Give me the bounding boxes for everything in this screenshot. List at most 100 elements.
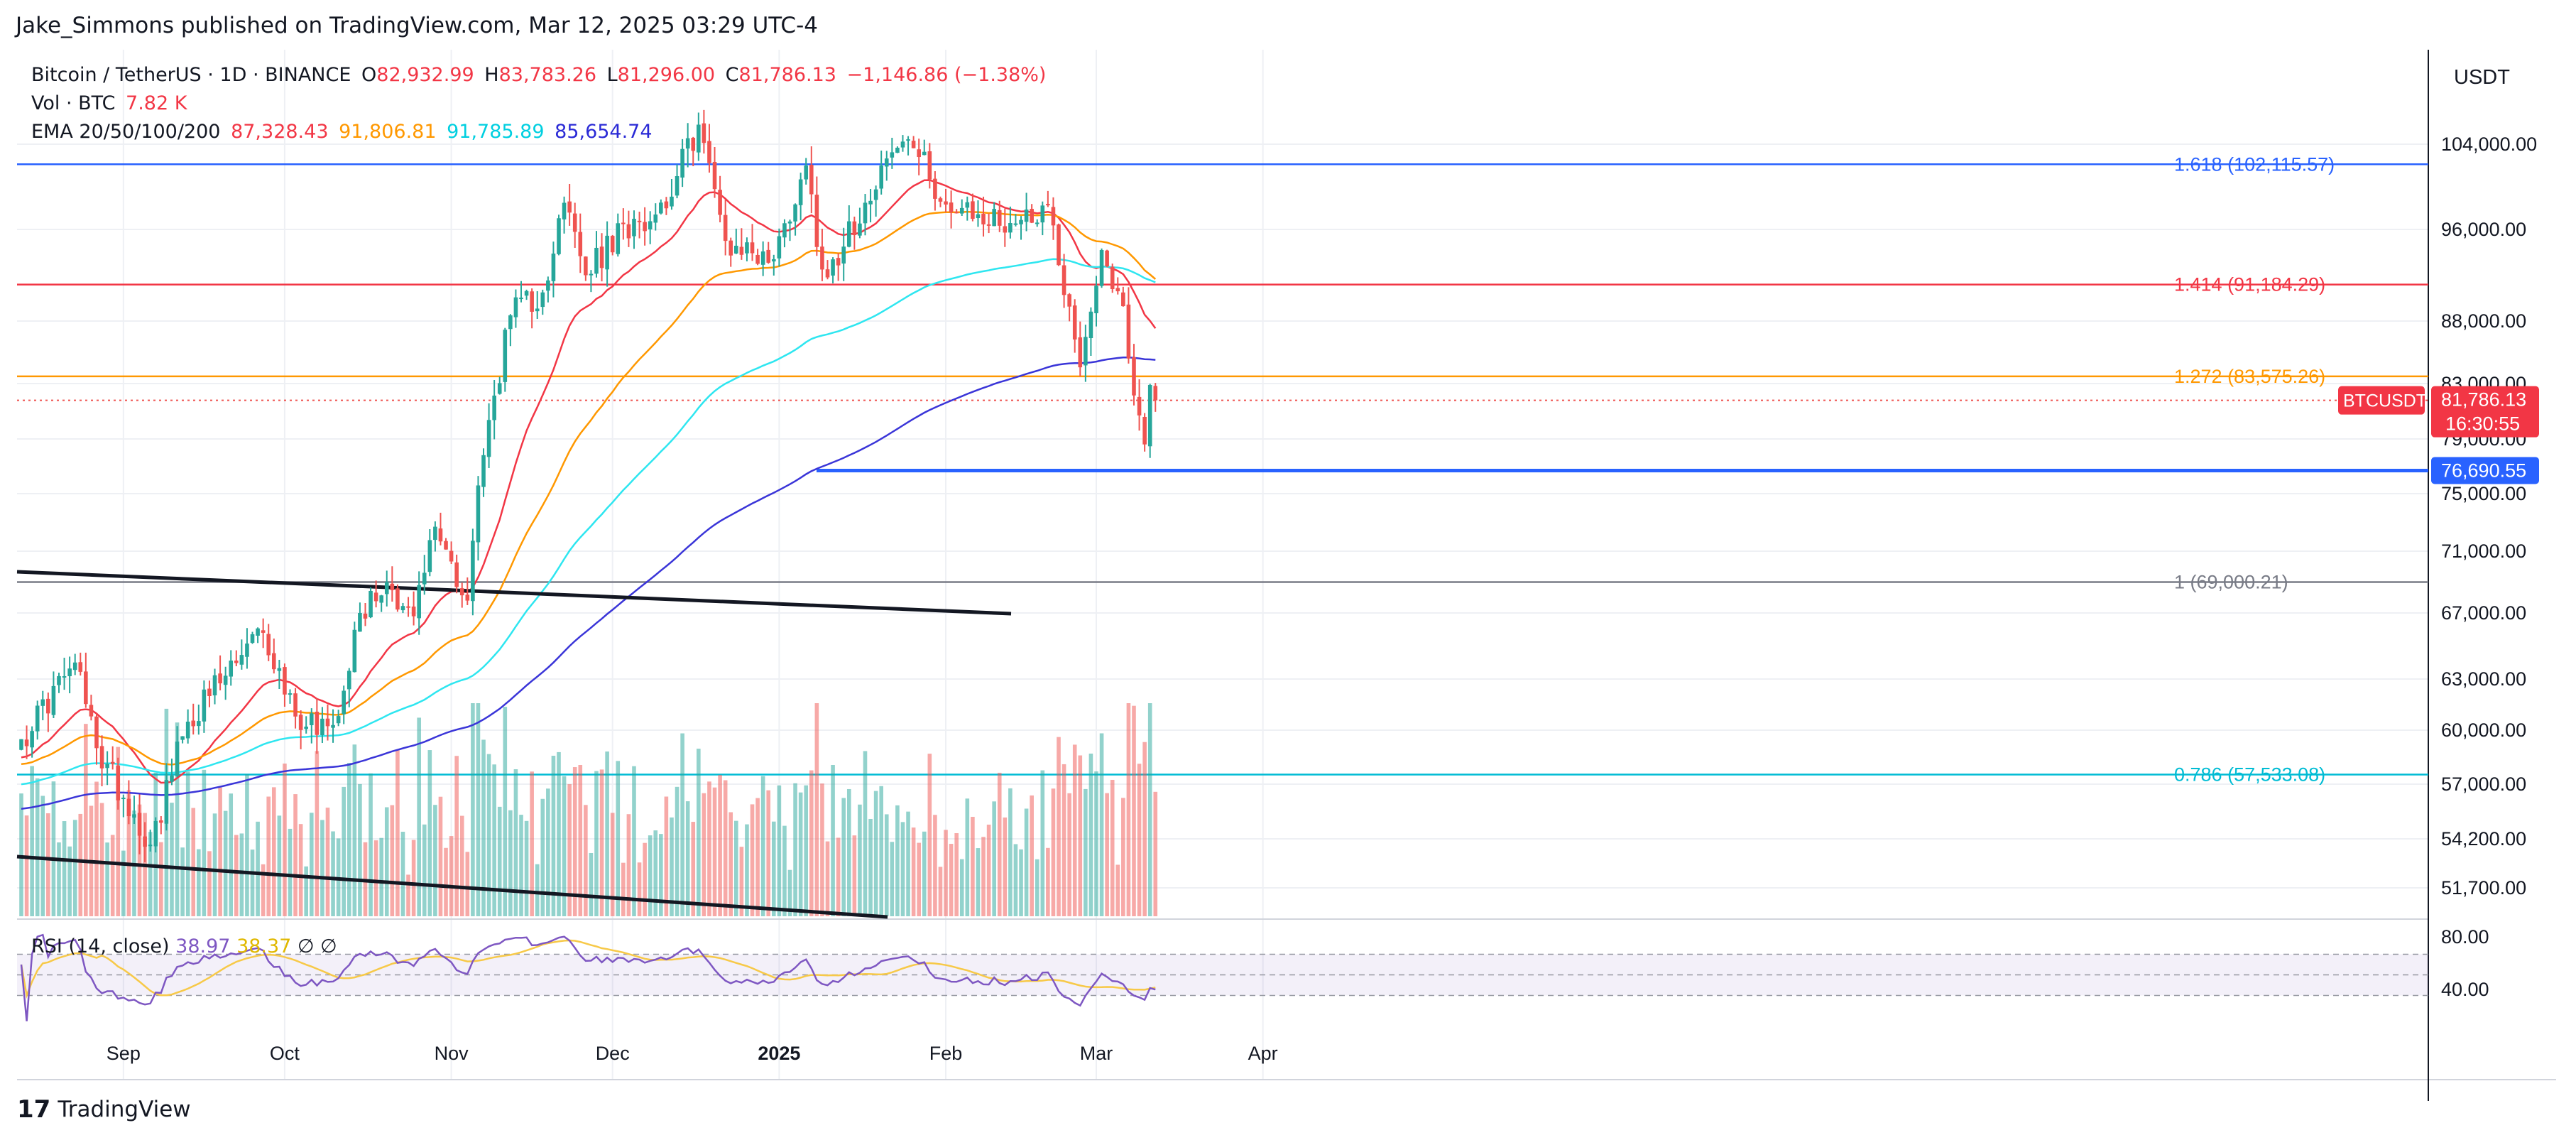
volume-bar xyxy=(777,785,782,916)
volume-bar xyxy=(185,771,190,916)
candle-body xyxy=(938,198,943,202)
candle-body xyxy=(369,590,373,618)
volume-bar xyxy=(820,783,824,916)
volume-legend: Vol · BTC 7.82 K xyxy=(31,92,191,114)
candle-body xyxy=(508,315,513,330)
price-tick-label: 88,000.00 xyxy=(2441,310,2526,332)
ema-lines xyxy=(21,179,1157,810)
candle-body xyxy=(1057,224,1061,266)
candle-body xyxy=(868,200,873,205)
candle-body xyxy=(766,249,771,263)
ema200-value: 85,654.74 xyxy=(555,121,653,143)
candle-body xyxy=(540,292,545,308)
volume-bar xyxy=(126,790,131,916)
candle-body xyxy=(315,711,320,735)
candle-body xyxy=(454,562,459,587)
candle-body xyxy=(986,224,991,226)
volume-bar xyxy=(492,764,496,916)
trendline-upper[interactable] xyxy=(16,570,1012,616)
volume-bar xyxy=(959,859,964,916)
rsi-line[interactable] xyxy=(20,933,1156,1021)
candle-body xyxy=(594,247,599,274)
high-value: 83,783.26 xyxy=(498,64,597,86)
tradingview-logo-text: TradingView xyxy=(58,1097,191,1122)
fib-level-label: 1.272 (83,575.26) xyxy=(2174,366,2325,387)
volume-bar xyxy=(51,781,56,916)
volume-bar xyxy=(486,754,491,916)
candle-body xyxy=(411,606,416,617)
change-value: −1,146.86 (−1.38%) xyxy=(846,64,1047,86)
ema20-line[interactable] xyxy=(21,179,1157,784)
candle-body xyxy=(954,212,959,214)
volume-bar xyxy=(449,836,454,916)
volume-bar xyxy=(906,811,910,916)
volume-bar xyxy=(863,751,868,916)
candle-body xyxy=(277,668,282,671)
candle-body xyxy=(417,585,421,619)
ema-label[interactable]: EMA 20/50/100/200 xyxy=(31,121,221,143)
volume-bar xyxy=(369,773,373,916)
candle-body xyxy=(879,165,883,189)
ema100-line[interactable] xyxy=(21,258,1156,786)
symbol-name[interactable]: Bitcoin / TetherUS · 1D · BINANCE xyxy=(31,64,351,86)
volume-bar xyxy=(836,837,841,916)
open-value: 82,932.99 xyxy=(376,64,474,86)
candle-body xyxy=(680,148,684,178)
rsi-label[interactable]: RSI (14, close) xyxy=(31,935,170,957)
candle-body xyxy=(336,716,341,724)
high-label: H xyxy=(484,64,499,86)
close-label: C xyxy=(725,64,739,86)
price-tick-label: 71,000.00 xyxy=(2441,541,2526,562)
volume-bar xyxy=(105,842,109,916)
rsi-ma-value: 38.37 xyxy=(236,935,292,957)
candle-body xyxy=(229,661,234,677)
candle-body xyxy=(846,221,851,247)
trendline-lower[interactable] xyxy=(16,854,888,919)
candle-body xyxy=(497,383,502,394)
candle-body xyxy=(1153,386,1158,401)
volume-bar xyxy=(745,824,749,916)
volume-bar xyxy=(271,787,276,916)
candle-body xyxy=(476,485,481,543)
candle-body xyxy=(444,541,448,550)
candle-body xyxy=(965,202,970,208)
volume-bar xyxy=(868,818,873,916)
volume-bar xyxy=(170,803,174,916)
volume-bar xyxy=(218,787,222,916)
candle-body xyxy=(777,236,782,259)
volume-bar xyxy=(229,793,234,916)
candle-body xyxy=(1003,226,1008,233)
candle-body xyxy=(675,176,680,196)
volume-bar xyxy=(728,812,733,916)
rsi-ma-line[interactable] xyxy=(20,939,1156,999)
candle-body xyxy=(814,195,819,247)
candle-body xyxy=(1030,209,1034,223)
candle-body xyxy=(1008,223,1013,233)
volume-bar xyxy=(557,751,561,916)
volume-bar xyxy=(261,864,266,916)
volume-bar xyxy=(1110,779,1115,916)
candle-body xyxy=(212,675,217,696)
ema50-line[interactable] xyxy=(21,210,1157,766)
volume-bar xyxy=(459,815,464,916)
volume-bar xyxy=(879,786,883,916)
volume-bar xyxy=(734,820,738,916)
volume-label[interactable]: Vol · BTC xyxy=(31,92,116,114)
volume-bar xyxy=(653,830,658,916)
ema200-line[interactable] xyxy=(21,357,1156,810)
volume-bar xyxy=(384,807,389,916)
candle-body xyxy=(99,746,104,769)
volume-bar xyxy=(433,805,437,916)
tradingview-logo[interactable]: 𝟭𝟳 TradingView xyxy=(17,1095,191,1124)
ema-legend: EMA 20/50/100/200 87,328.43 91,806.81 91… xyxy=(31,121,657,143)
time-tick-label: Sep xyxy=(107,1043,141,1064)
support-price-tag[interactable]: 76,690.55 xyxy=(2431,457,2539,484)
volume-bar xyxy=(411,840,416,916)
candle-body xyxy=(197,721,201,727)
volume-bar xyxy=(589,852,594,916)
volume-bar xyxy=(685,801,690,916)
volume-bar xyxy=(1088,753,1093,916)
candle-body xyxy=(1137,396,1142,416)
